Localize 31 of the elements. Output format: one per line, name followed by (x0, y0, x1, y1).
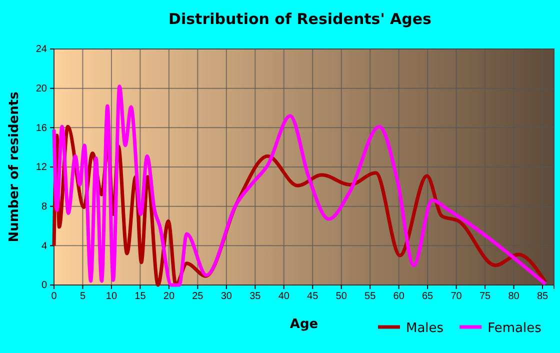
chart-title: Distribution of Residents' Ages (168, 10, 432, 28)
x-tick-label: 5 (80, 291, 86, 302)
y-tick-label: 12 (36, 162, 48, 174)
x-tick-label: 15 (134, 291, 146, 302)
x-tick-label: 25 (192, 291, 204, 302)
x-tick-label: 40 (278, 291, 290, 302)
x-tick-label: 45 (307, 291, 319, 302)
x-tick-label: 85 (536, 291, 549, 302)
x-tick-label: 0 (51, 291, 58, 302)
x-tick-label: 55 (364, 291, 376, 302)
y-tick-label: 4 (41, 240, 48, 252)
x-tick-label: 80 (508, 291, 520, 302)
x-tick-label: 20 (163, 291, 175, 302)
x-tick-label: 75 (479, 291, 492, 302)
y-tick-label: 16 (36, 122, 48, 134)
x-axis-title: Age (290, 317, 318, 332)
x-tick-label: 35 (250, 291, 262, 302)
legend-label: Females (488, 321, 542, 336)
line-series (52, 84, 548, 287)
y-tick-label: 20 (36, 84, 48, 95)
x-tick-label: 70 (450, 291, 462, 302)
y-tick-label: 24 (36, 44, 48, 56)
x-tick-label: 65 (422, 291, 434, 302)
x-tick-label: 60 (393, 291, 405, 302)
y-axis-title: Number of residents (7, 91, 22, 242)
y-tick-label: 0 (41, 280, 48, 292)
legend-label: Males (406, 321, 444, 336)
x-tick-label: 30 (220, 291, 232, 302)
x-tick-label: 10 (106, 291, 118, 302)
x-tick-label: 50 (336, 291, 348, 302)
y-tick-label: 8 (41, 202, 48, 213)
